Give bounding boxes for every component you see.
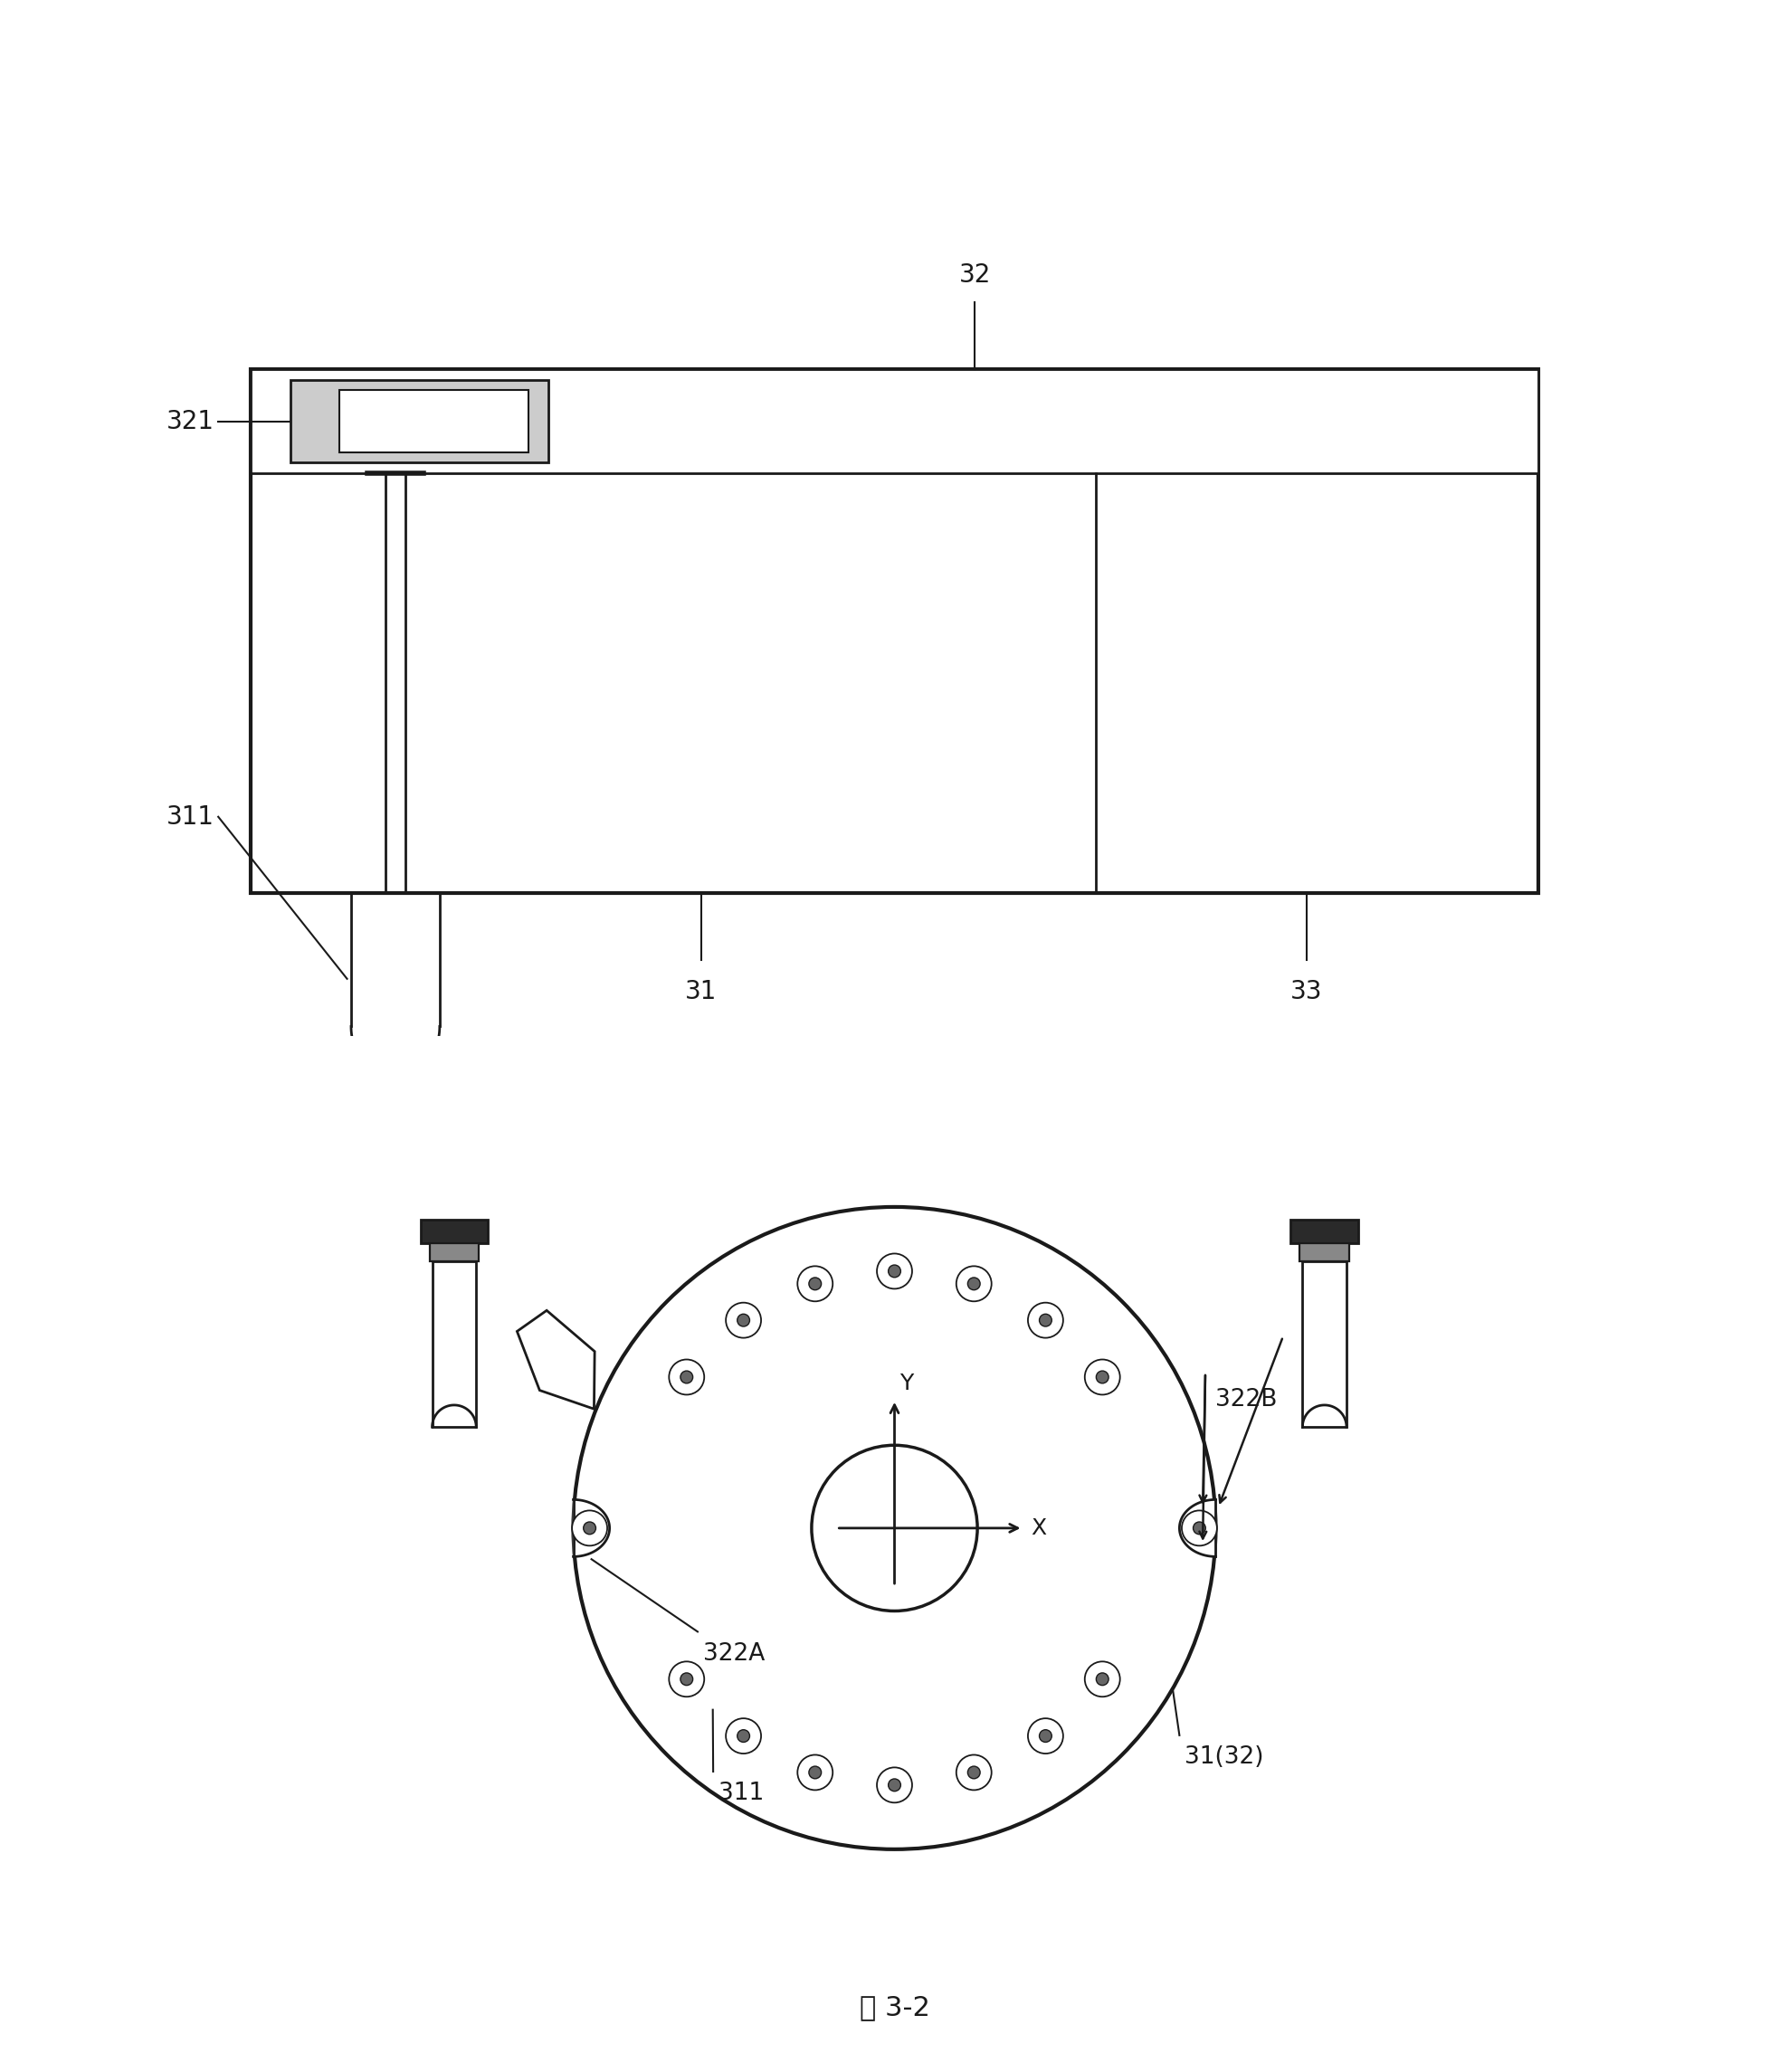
- Circle shape: [1097, 1372, 1109, 1384]
- Circle shape: [669, 1359, 705, 1394]
- Circle shape: [877, 1254, 912, 1289]
- Bar: [1302, 1262, 1347, 1428]
- Circle shape: [680, 1672, 692, 1685]
- Circle shape: [809, 1765, 821, 1778]
- Text: 311: 311: [166, 804, 215, 829]
- Circle shape: [809, 1278, 821, 1291]
- Circle shape: [583, 1521, 596, 1533]
- Circle shape: [1097, 1672, 1109, 1685]
- Circle shape: [1084, 1359, 1120, 1394]
- Text: Y: Y: [900, 1374, 914, 1394]
- Circle shape: [798, 1755, 832, 1790]
- Polygon shape: [517, 1310, 594, 1409]
- Circle shape: [1029, 1718, 1063, 1753]
- Circle shape: [968, 1765, 980, 1778]
- Circle shape: [877, 1767, 912, 1803]
- Circle shape: [1084, 1662, 1120, 1697]
- Bar: [1292, 1220, 1358, 1243]
- Circle shape: [572, 1510, 606, 1546]
- Polygon shape: [1179, 1500, 1217, 1556]
- Circle shape: [1029, 1303, 1063, 1339]
- Circle shape: [798, 1266, 832, 1301]
- FancyBboxPatch shape: [250, 369, 1539, 893]
- Circle shape: [737, 1730, 750, 1743]
- Text: 图 3-2: 图 3-2: [859, 1993, 930, 2020]
- Text: 32: 32: [959, 263, 991, 288]
- Text: 图 3-1: 图 3-1: [859, 1208, 930, 1233]
- Circle shape: [812, 1446, 977, 1612]
- Circle shape: [680, 1372, 692, 1384]
- Circle shape: [889, 1778, 900, 1790]
- Text: 322A: 322A: [703, 1641, 764, 1666]
- Bar: [340, 390, 528, 452]
- Circle shape: [1039, 1730, 1052, 1743]
- Circle shape: [726, 1718, 760, 1753]
- Bar: [1301, 1243, 1349, 1262]
- Circle shape: [1183, 1510, 1217, 1546]
- Circle shape: [968, 1278, 980, 1291]
- Text: 31: 31: [685, 978, 717, 1005]
- Circle shape: [1039, 1314, 1052, 1326]
- Bar: [292, 381, 549, 462]
- Circle shape: [889, 1264, 900, 1276]
- Bar: [250, 369, 1539, 474]
- Circle shape: [726, 1303, 760, 1339]
- Circle shape: [572, 1206, 1217, 1848]
- Text: 321: 321: [166, 408, 215, 433]
- Bar: [420, 1220, 488, 1243]
- Circle shape: [957, 1266, 991, 1301]
- Text: X: X: [1030, 1517, 1047, 1539]
- Text: 31(32): 31(32): [1184, 1745, 1263, 1769]
- Text: 322B: 322B: [1217, 1388, 1277, 1411]
- Polygon shape: [572, 1500, 610, 1556]
- Text: 311: 311: [719, 1782, 764, 1805]
- Circle shape: [669, 1662, 705, 1697]
- Circle shape: [1193, 1521, 1206, 1533]
- Circle shape: [737, 1314, 750, 1326]
- Text: 33: 33: [1290, 978, 1322, 1005]
- Circle shape: [957, 1755, 991, 1790]
- Bar: [433, 1262, 476, 1428]
- Bar: [429, 1243, 479, 1262]
